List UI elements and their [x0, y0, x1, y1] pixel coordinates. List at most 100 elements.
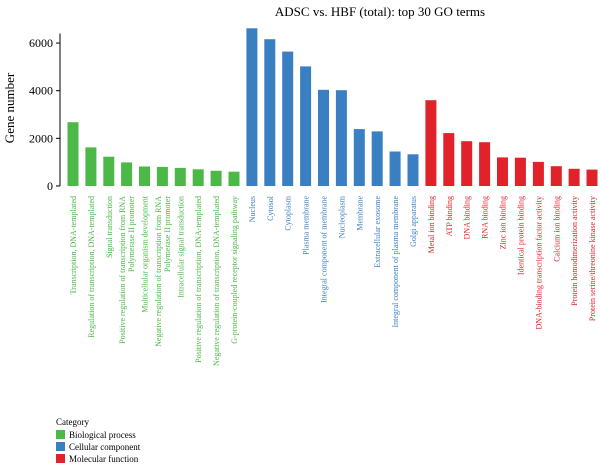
bar — [443, 133, 455, 186]
category-label-line: Integral component of membrane — [320, 196, 329, 303]
bar — [532, 161, 544, 186]
category-label-line: Protein homodimerization activity — [570, 196, 579, 306]
category-label: RNA binding — [481, 196, 490, 239]
category-label: Transcription, DNA-templated — [69, 196, 78, 294]
category-label-line: Positive regulation of transcription fro… — [118, 196, 127, 344]
y-axis: 0 2000 4000 6000 — [29, 33, 61, 193]
category-label-line: Plasma membrane — [302, 196, 311, 255]
category-label-line: Calcium ion binding — [552, 196, 561, 262]
category-label: Cytosol — [266, 195, 275, 221]
category-label: Intracellular signal transduction — [176, 196, 185, 298]
legend-label: Molecular function — [69, 454, 139, 464]
bar — [497, 157, 508, 186]
bar — [407, 154, 419, 186]
category-label-line: Identical protein binding — [516, 196, 525, 275]
legend-swatch — [56, 454, 65, 463]
category-label-line: Negative regulation of transcription, DN… — [212, 196, 221, 366]
category-label: Zinc ion binding — [499, 196, 508, 249]
category-label: Nucleoplasm — [337, 195, 346, 238]
bar — [246, 28, 258, 186]
category-label-line: Cytosol — [266, 195, 275, 221]
legend-title: Category — [56, 417, 89, 427]
bar — [282, 51, 294, 186]
category-label-line: G-protein-coupled receptor signaling pat… — [230, 196, 239, 344]
category-label-line: Polymerase II promoter — [163, 196, 172, 272]
legend-label: Cellular component — [69, 442, 141, 452]
category-label-line: Polymerase II promoter — [127, 196, 136, 272]
category-label: G-protein-coupled receptor signaling pat… — [230, 196, 239, 344]
category-label: Integral component of plasma membrane — [391, 196, 400, 328]
bar — [550, 166, 562, 186]
category-label-line: Zinc ion binding — [499, 196, 508, 249]
category-label: Signal transduction — [105, 196, 114, 258]
y-tick-label: 0 — [47, 179, 53, 193]
bar — [568, 168, 580, 186]
bar — [514, 157, 526, 186]
bar — [121, 162, 133, 186]
category-label-line: Integral component of plasma membrane — [391, 196, 400, 328]
bar — [389, 151, 401, 186]
category-label: Golgi apparatus — [409, 196, 418, 247]
bar — [318, 89, 329, 186]
bar — [300, 66, 312, 186]
bars — [67, 28, 598, 187]
category-label-line: Golgi apparatus — [409, 196, 418, 247]
chart-title: ADSC vs. HBF (total): top 30 GO terms — [275, 4, 485, 19]
category-labels: Transcription, DNA-templated Regulation o… — [69, 195, 597, 366]
legend: Category Biological process Cellular comp… — [56, 417, 141, 464]
category-label: Positive regulation of transcription, DN… — [194, 196, 203, 363]
legend-swatch — [56, 442, 65, 451]
category-label-line: Extracellular exosome — [373, 196, 382, 268]
bar — [425, 100, 437, 186]
bar — [156, 166, 168, 186]
bar — [335, 90, 347, 186]
bar — [174, 167, 186, 186]
bar — [353, 129, 365, 186]
y-tick-label: 4000 — [29, 84, 53, 98]
category-label-line: ATP binding — [445, 196, 454, 236]
category-label: Calcium ion binding — [552, 196, 561, 262]
bar — [85, 147, 97, 186]
bar — [371, 131, 383, 186]
category-label-line: Nucleoplasm — [337, 195, 346, 238]
category-label: Membrane — [355, 196, 364, 231]
category-label: Nucleus — [248, 196, 257, 222]
category-label: DNA-binding transcription factor activit… — [534, 196, 543, 330]
bar — [228, 171, 240, 186]
category-label-line: Positive regulation of transcription, DN… — [194, 196, 203, 363]
legend-swatch — [56, 430, 65, 439]
bar — [479, 142, 491, 186]
category-label: Multicellular organism development — [141, 195, 150, 312]
category-label: ATP binding — [445, 196, 454, 236]
category-label-line: Intracellular signal transduction — [176, 196, 185, 298]
category-label-line: RNA binding — [481, 196, 490, 239]
y-axis-label: Gene number — [2, 72, 17, 143]
category-label: Protein serine/threonine kinase activity — [588, 196, 597, 321]
bar — [586, 169, 598, 186]
category-label: Integral component of membrane — [320, 196, 329, 303]
category-label-line: DNA-binding transcription factor activit… — [534, 196, 543, 330]
category-label: Extracellular exosome — [373, 196, 382, 268]
bar — [67, 122, 79, 186]
bar — [461, 141, 473, 186]
legend-label: Biological process — [69, 430, 136, 440]
category-label-line: Membrane — [355, 196, 364, 231]
bar — [210, 170, 222, 186]
bar — [264, 39, 276, 187]
category-label-line: Protein serine/threonine kinase activity — [588, 196, 597, 321]
category-label: Negative regulation of transcription fro… — [154, 196, 172, 347]
category-label: Positive regulation of transcription fro… — [118, 196, 136, 344]
category-label-line: Multicellular organism development — [141, 195, 150, 312]
category-label: Cytoplasm — [284, 195, 293, 230]
category-label-line: Negative regulation of transcription fro… — [154, 196, 163, 347]
category-label-line: Regulation of transcription, DNA-templat… — [87, 196, 96, 338]
category-label: Regulation of transcription, DNA-templat… — [87, 196, 96, 338]
bar — [192, 169, 204, 186]
category-label: DNA binding — [463, 196, 472, 239]
category-label: Negative regulation of transcription, DN… — [212, 196, 221, 366]
y-tick-label: 6000 — [29, 36, 53, 50]
category-label-line: Metal ion binding — [427, 196, 436, 253]
category-label-line: Cytoplasm — [284, 195, 293, 230]
